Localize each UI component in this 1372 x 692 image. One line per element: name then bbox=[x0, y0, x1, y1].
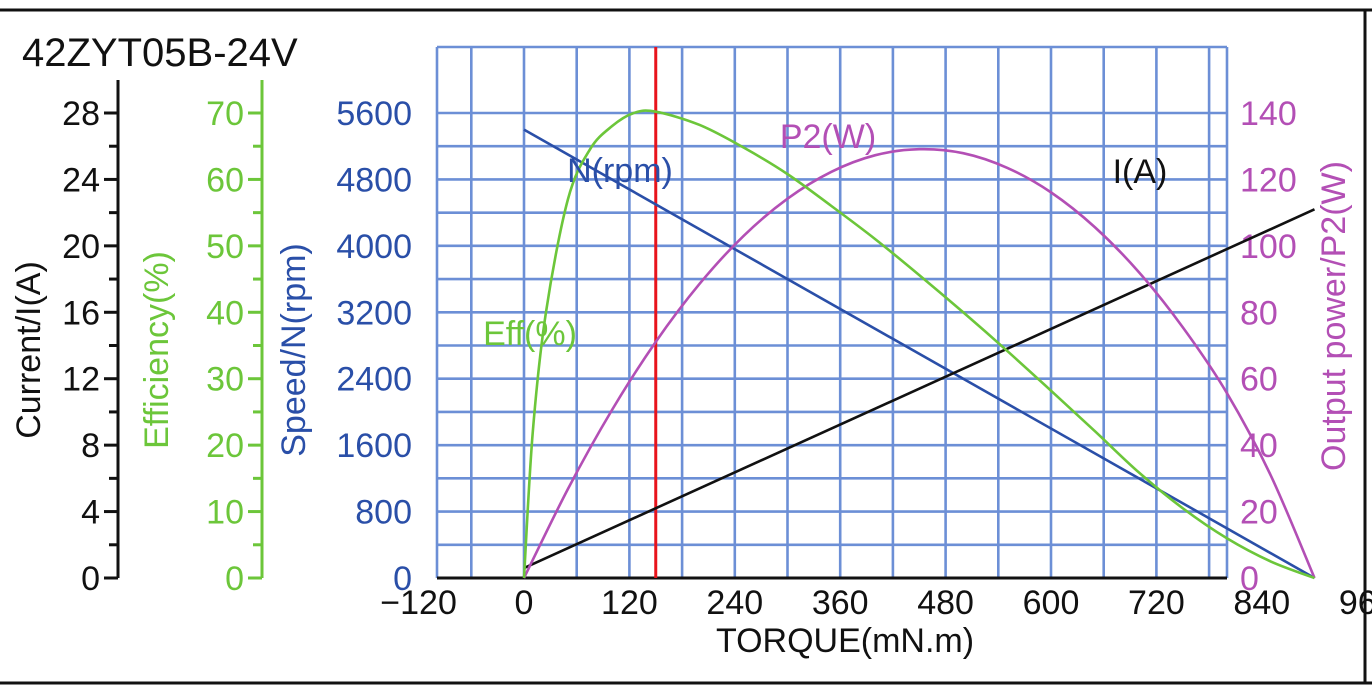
y-tick-label-current: 24 bbox=[62, 161, 100, 199]
y-tick-label-speed: 800 bbox=[355, 494, 412, 532]
chart-title: 42ZYT05B-24V bbox=[22, 31, 298, 75]
y-tick-label-speed: 4000 bbox=[336, 228, 412, 266]
y-tick-label-power: 40 bbox=[1240, 427, 1278, 465]
y-tick-label-efficiency: 20 bbox=[206, 427, 244, 465]
y-tick-label-current: 20 bbox=[62, 228, 100, 266]
x-tick-label: 480 bbox=[917, 584, 974, 622]
series-group bbox=[522, 109, 1316, 580]
y-tick-label-power: 20 bbox=[1240, 494, 1278, 532]
y-tick-label-speed: 4800 bbox=[336, 161, 412, 199]
grid bbox=[435, 45, 1229, 580]
y-tick-label-efficiency: 50 bbox=[206, 228, 244, 266]
y-tick-label-current: 4 bbox=[81, 494, 100, 532]
series-line-n-rpm bbox=[523, 128, 1316, 580]
y-tick-label-power: 100 bbox=[1240, 228, 1297, 266]
y-tick-label-efficiency: 0 bbox=[225, 560, 244, 598]
x-axis-label: TORQUE(mN.m) bbox=[716, 622, 974, 660]
y-axis-title-speed: Speed/N(rpm) bbox=[275, 243, 313, 457]
series-label-n-rpm: N(rpm) bbox=[567, 152, 673, 190]
series-line-eff bbox=[522, 109, 1315, 580]
y-tick-label-efficiency: 30 bbox=[206, 361, 244, 399]
y-tick-label-power: 80 bbox=[1240, 294, 1278, 332]
x-tick-label: 240 bbox=[706, 584, 763, 622]
y-tick-label-speed: 0 bbox=[393, 560, 412, 598]
y-tick-label-current: 28 bbox=[62, 95, 100, 133]
y-tick-label-speed: 2400 bbox=[336, 361, 412, 399]
x-tick-label: 720 bbox=[1128, 584, 1185, 622]
y-tick-label-speed: 1600 bbox=[336, 427, 412, 465]
y-tick-label-power: 60 bbox=[1240, 361, 1278, 399]
y-axis-title-power: Output power/P2(W) bbox=[1315, 161, 1353, 471]
x-tick-label: 360 bbox=[812, 584, 869, 622]
x-tick-label: 840 bbox=[1233, 584, 1290, 622]
series-line-i-a bbox=[523, 208, 1316, 570]
y-tick-label-current: 12 bbox=[62, 361, 100, 399]
axes: −1200120240360480600720840960TORQUE(mN.m… bbox=[10, 47, 1372, 660]
y-tick-label-current: 0 bbox=[81, 560, 100, 598]
x-tick-label: 120 bbox=[601, 584, 658, 622]
x-tick-label: −120 bbox=[380, 584, 457, 622]
y-tick-label-speed: 3200 bbox=[336, 294, 412, 332]
y-tick-label-efficiency: 70 bbox=[206, 95, 244, 133]
y-tick-label-speed: 5600 bbox=[336, 95, 412, 133]
y-tick-label-current: 16 bbox=[62, 294, 100, 332]
y-tick-label-power: 120 bbox=[1240, 161, 1297, 199]
x-tick-label: 600 bbox=[1023, 584, 1080, 622]
labels-group: N(rpm) I(A) P2(W) Eff(%) bbox=[483, 118, 1167, 353]
y-tick-label-power: 140 bbox=[1240, 95, 1297, 133]
series-line-p2-w bbox=[522, 147, 1316, 579]
y-axis-title-efficiency: Efficiency(%) bbox=[138, 251, 176, 449]
series-label-p2-w: P2(W) bbox=[780, 118, 876, 156]
series-label-i-a: I(A) bbox=[1113, 153, 1168, 191]
y-tick-label-efficiency: 40 bbox=[206, 294, 244, 332]
y-tick-label-power: 0 bbox=[1240, 560, 1259, 598]
x-tick-label: 0 bbox=[515, 584, 534, 622]
series-label-eff: Eff(%) bbox=[483, 315, 577, 353]
y-tick-label-efficiency: 10 bbox=[206, 494, 244, 532]
y-tick-label-current: 8 bbox=[81, 427, 100, 465]
y-tick-label-efficiency: 60 bbox=[206, 161, 244, 199]
x-tick-label: 960 bbox=[1339, 584, 1372, 622]
y-axis-title-current: Current/I(A) bbox=[10, 261, 48, 439]
